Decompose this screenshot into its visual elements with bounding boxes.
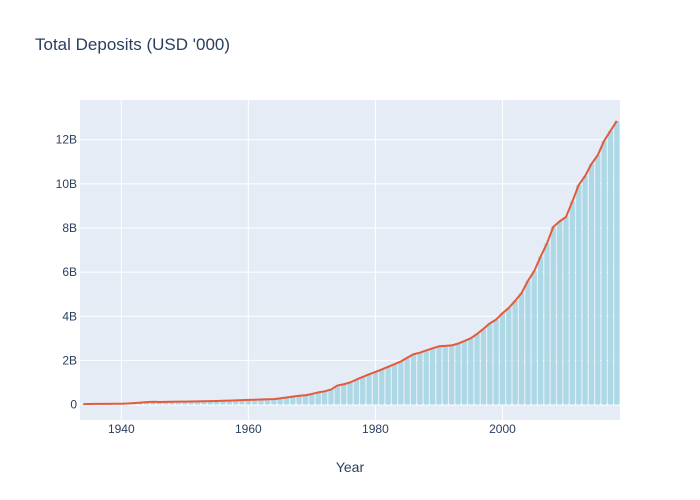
bar [201, 401, 207, 405]
bar [328, 389, 334, 405]
bar [614, 120, 620, 405]
bar [423, 350, 429, 405]
x-axis-ticks: 1940 1960 1980 2000 [108, 422, 516, 436]
bar [245, 399, 251, 405]
bar [512, 300, 518, 405]
bar [480, 328, 486, 405]
bar [258, 399, 264, 405]
bar [544, 243, 550, 405]
y-tick-label: 8B [62, 221, 77, 235]
bar [283, 397, 290, 405]
bar [169, 401, 175, 405]
bar [455, 343, 461, 405]
bar [175, 401, 182, 405]
deposits-line [83, 120, 618, 406]
bar [353, 379, 359, 405]
bar [277, 398, 283, 405]
bar [290, 396, 296, 405]
bar [442, 345, 448, 405]
bar [404, 357, 410, 405]
bar [322, 391, 328, 405]
line-series [83, 120, 618, 406]
bar [347, 382, 353, 405]
bar [607, 130, 614, 405]
y-tick-label: 12B [56, 133, 77, 147]
bar [309, 393, 315, 405]
bar [436, 346, 442, 405]
y-tick-label: 6B [62, 265, 77, 279]
bar [252, 399, 258, 405]
bar [499, 313, 506, 405]
x-axis-title: Year [336, 459, 365, 475]
bar [271, 399, 277, 405]
bar [576, 184, 582, 405]
bar [156, 401, 162, 405]
bar [430, 348, 436, 405]
bar [525, 280, 531, 405]
x-tick-label: 2000 [489, 422, 516, 436]
bar [233, 400, 239, 405]
bar [379, 369, 385, 405]
bar [557, 221, 563, 405]
bar [220, 400, 226, 405]
bar [531, 271, 537, 405]
y-axis-ticks: 0 2B 4B 6B 8B 10B 12B [56, 133, 78, 412]
y-tick-label: 2B [62, 353, 77, 367]
bar [588, 164, 594, 405]
bar [207, 401, 213, 405]
bar [518, 293, 525, 405]
bar [595, 155, 601, 405]
x-tick-label: 1960 [235, 422, 262, 436]
bar [506, 307, 512, 405]
bar [550, 226, 556, 405]
bar [341, 384, 347, 405]
bar [487, 323, 493, 405]
bar [474, 333, 480, 405]
x-tick-label: 1980 [362, 422, 389, 436]
y-tick-label: 10B [56, 177, 77, 191]
bar [296, 395, 302, 405]
y-tick-label: 4B [62, 309, 77, 323]
bar [150, 401, 156, 405]
bar [188, 401, 194, 405]
bar [163, 401, 169, 405]
bar [461, 340, 467, 405]
bar [144, 402, 150, 405]
x-tick-label: 1940 [108, 422, 135, 436]
bar [264, 399, 270, 405]
bar [385, 366, 391, 405]
bar [226, 400, 232, 405]
bar [239, 400, 245, 405]
bar [194, 401, 201, 405]
bar [302, 395, 309, 405]
bar [569, 201, 575, 405]
bar [360, 376, 366, 405]
bar [366, 374, 372, 405]
bar [538, 256, 544, 405]
bar [334, 385, 340, 405]
bar [372, 371, 378, 405]
bar [410, 354, 417, 405]
bar [449, 345, 455, 405]
bar [417, 352, 423, 405]
bar [398, 361, 404, 405]
bar [563, 216, 569, 405]
bar [315, 392, 321, 405]
bar [493, 319, 499, 405]
chart-title: Total Deposits (USD '000) [35, 35, 230, 54]
bar [391, 364, 398, 405]
bar [468, 338, 474, 405]
y-tick-label: 0 [70, 398, 77, 412]
bar [582, 176, 588, 405]
bar [601, 140, 607, 405]
bar [214, 401, 220, 405]
bar [182, 401, 188, 405]
bar-series [80, 120, 620, 405]
